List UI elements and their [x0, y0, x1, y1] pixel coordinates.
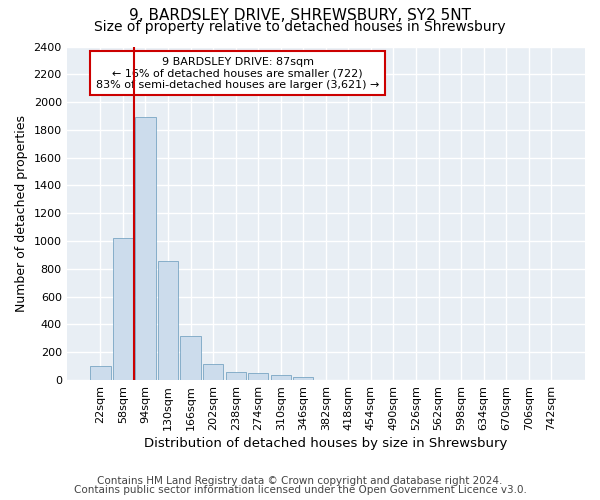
Bar [248, 373, 268, 380]
Text: Size of property relative to detached houses in Shrewsbury: Size of property relative to detached ho… [94, 20, 506, 34]
Bar [90, 366, 110, 380]
Bar [203, 364, 223, 380]
Y-axis label: Number of detached properties: Number of detached properties [15, 115, 28, 312]
Bar [293, 378, 313, 380]
Text: 9, BARDSLEY DRIVE, SHREWSBURY, SY2 5NT: 9, BARDSLEY DRIVE, SHREWSBURY, SY2 5NT [129, 8, 471, 22]
Text: Contains HM Land Registry data © Crown copyright and database right 2024.: Contains HM Land Registry data © Crown c… [97, 476, 503, 486]
Bar [271, 375, 291, 380]
Text: Contains public sector information licensed under the Open Government Licence v3: Contains public sector information licen… [74, 485, 526, 495]
Bar [136, 118, 155, 380]
Text: 9 BARDSLEY DRIVE: 87sqm
← 16% of detached houses are smaller (722)
83% of semi-d: 9 BARDSLEY DRIVE: 87sqm ← 16% of detache… [96, 56, 379, 90]
Bar [181, 336, 201, 380]
X-axis label: Distribution of detached houses by size in Shrewsbury: Distribution of detached houses by size … [144, 437, 508, 450]
Bar [158, 260, 178, 380]
Bar [226, 372, 246, 380]
Bar [113, 238, 133, 380]
